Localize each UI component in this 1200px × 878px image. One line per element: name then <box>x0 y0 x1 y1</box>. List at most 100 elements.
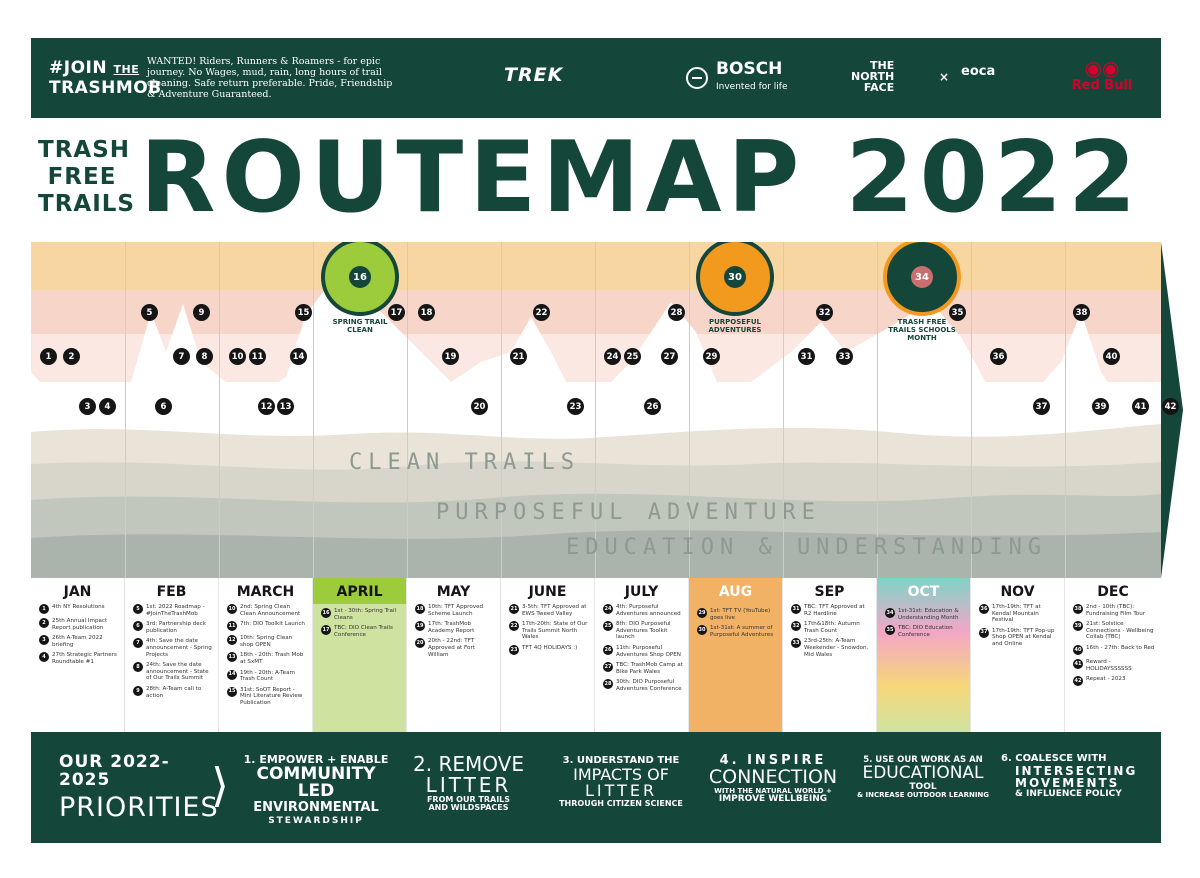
map-point: 13 <box>277 398 294 415</box>
map-point: 21 <box>510 348 527 365</box>
join-the-trashmob-logo: #JOIN THE TRASHMOB <box>49 57 161 98</box>
event-item: 8 24th: Save the date announcement - Stat… <box>133 662 213 682</box>
priority-line: STEWARDSHIP <box>268 815 364 826</box>
event-text: 21st: Solstice Connections - Wellbeing C… <box>1086 621 1154 641</box>
the-north-face-logo: THE NORTH FACE <box>851 60 894 93</box>
month-column-june: JUNE 21 3-5th: TFT Approved at EWS Tweed … <box>501 578 595 732</box>
priority-line: FROM OUR TRAILS <box>426 795 511 804</box>
event-text: 17th&18th: Autumn Trash Count <box>804 621 860 634</box>
map-point: 2 <box>63 348 80 365</box>
event-item: 28 30th: DIO Purposeful Adventures Confer… <box>603 679 683 692</box>
priority-6: 6. COALESCE WITH INTERSECTING MOVEMENTS … <box>1001 753 1141 799</box>
map-point: 8 <box>196 348 213 365</box>
map-point: 36 <box>990 348 1007 365</box>
event-text: 1st-31st: A summer of Purposeful Adventu… <box>710 625 774 638</box>
event-item: 6 3rd: Partnership deck publication <box>133 621 213 634</box>
trash-free-trails-logo: TRASH FREE TRAILS <box>38 137 135 218</box>
event-number: 25 <box>603 621 613 632</box>
map-point: 38 <box>1073 304 1090 321</box>
month-column-march: MARCH 10 2nd: Spring Clean Clean Announce… <box>219 578 313 732</box>
event-number: 34 <box>885 608 895 618</box>
month-divider <box>219 242 220 578</box>
theme-education-understanding: EDUCATION & UNDERSTANDING <box>566 535 1048 560</box>
priority-line: & INFLUENCE POLICY <box>1015 788 1122 799</box>
event-item: 34 1st-31st: Education & Understanding Mo… <box>885 608 965 621</box>
event-item: 35 TBC: DIO Education Conference <box>885 625 965 638</box>
tft-line3: TRAILS <box>38 191 135 217</box>
bosch-ring-icon <box>686 67 708 89</box>
month-column-feb: FEB 5 1st: 2022 Roadmap - #JoinTheTrashMo… <box>125 578 219 732</box>
month-column-sep: SEP 31 TBC: TFT Approved at R2 Hardline 3… <box>783 578 877 732</box>
badge-number: 34 <box>911 266 933 288</box>
event-number: 14 <box>227 669 237 680</box>
priority-line: WITH THE NATURAL WORLD + <box>714 786 832 795</box>
event-number: 28 <box>603 679 613 690</box>
event-number: 35 <box>885 625 895 636</box>
event-item: 26 11th: Purposeful Adventures Shop OPEN <box>603 644 683 658</box>
event-item: 1 4th NY Resolutions <box>39 604 119 614</box>
event-text: 27th Strategic Partners Roundtable #1 <box>52 652 117 665</box>
event-number: 13 <box>227 652 237 663</box>
priority-line: TOOL <box>909 781 937 792</box>
event-item: 30 1st-31st: A summer of Purposeful Adven… <box>697 625 777 638</box>
priorities-heading-line2: PRIORITIES <box>59 791 219 823</box>
event-number: 17 <box>321 625 331 636</box>
event-text: 16th - 27th: Back to Red <box>1086 644 1155 651</box>
theme-purposeful-adventure: PURPOSEFUL ADVENTURE <box>436 500 821 525</box>
schools-month-badge: 34 <box>883 242 961 316</box>
tft-line2: FREE <box>47 164 117 190</box>
event-item: 7 4th: Save the date announcement - Sprin… <box>133 638 213 658</box>
map-point: 41 <box>1132 398 1149 415</box>
badge-number: 30 <box>724 266 746 288</box>
event-item: 14 19th - 20th: A-Team Trash Count <box>227 669 307 683</box>
event-number: 18 <box>415 604 425 614</box>
bosch-name: BOSCH <box>716 59 783 79</box>
map-point: 35 <box>949 304 966 321</box>
month-divider <box>595 242 596 578</box>
priorities-heading-line1: OUR 2022-2025 <box>59 752 170 790</box>
event-number: 10 <box>227 604 237 614</box>
event-number: 20 <box>415 638 425 649</box>
event-item: 39 21st: Solstice Connections - Wellbeing… <box>1073 621 1156 641</box>
event-text: 8th: DIO Purposeful Adventures Toolkit l… <box>616 621 671 641</box>
month-column-may: MAY 18 10th: TFT Approved Scheme Launch 1… <box>407 578 501 732</box>
month-divider <box>971 242 972 578</box>
event-number: 29 <box>697 608 707 618</box>
event-text: 23rd-25th: A-Team Weekender - Snowdon, M… <box>804 638 869 658</box>
event-item: 38 2nd - 10th (TBC): Fundraising Film Tou… <box>1073 604 1156 617</box>
priorities-heading: OUR 2022-2025 PRIORITIES <box>59 752 219 823</box>
map-point: 40 <box>1103 348 1120 365</box>
event-number: 15 <box>227 686 237 697</box>
tnf-line3: FACE <box>863 81 895 94</box>
map-point: 1 <box>40 348 57 365</box>
event-number: 31 <box>791 604 801 614</box>
event-text: 24th: Save the date announcement - State… <box>146 662 209 682</box>
month-divider <box>407 242 408 578</box>
event-number: 33 <box>791 638 801 649</box>
event-item: 41 Reward - HOLIDAYSSSSSS <box>1073 658 1156 672</box>
red-bull-logo: ◉◉ Red Bull <box>1071 58 1133 93</box>
map-point: 25 <box>624 348 641 365</box>
month-column-dec: DEC 38 2nd - 10th (TBC): Fundraising Film… <box>1065 578 1161 732</box>
event-text: 10th: TFT Approved Scheme Launch <box>428 604 484 617</box>
purposeful-badge-label: PURPOSEFUL ADVENTURES <box>708 318 762 334</box>
join-line1: #JOIN <box>49 57 108 78</box>
map-point: 7 <box>173 348 190 365</box>
priority-2: 2. REMOVE LITTER FROM OUR TRAILS AND WIL… <box>401 754 536 813</box>
event-text: TFT 4Q HOLIDAYS :) <box>522 644 578 651</box>
event-item: 31 TBC: TFT Approved at R2 Hardline <box>791 604 871 617</box>
month-name: NOV <box>1000 584 1035 600</box>
event-number: 41 <box>1073 658 1083 669</box>
priority-1: 1. EMPOWER + ENABLE COMMUNITY LED ENVIRO… <box>241 754 391 826</box>
chevron-right-icon: ⟩ <box>211 758 229 812</box>
spring-trail-clean-badge: 16 <box>321 242 399 316</box>
join-the: THE <box>113 62 140 76</box>
map-point: 5 <box>141 304 158 321</box>
month-divider <box>125 242 126 578</box>
month-divider <box>501 242 502 578</box>
event-item: 4 27th Strategic Partners Roundtable #1 <box>39 652 119 665</box>
map-point: 24 <box>604 348 621 365</box>
priority-3: 3. UNDERSTAND THE IMPACTS OF LITTER THRO… <box>551 755 691 808</box>
priority-line: LITTER <box>425 773 512 797</box>
event-number: 5 <box>133 604 143 614</box>
